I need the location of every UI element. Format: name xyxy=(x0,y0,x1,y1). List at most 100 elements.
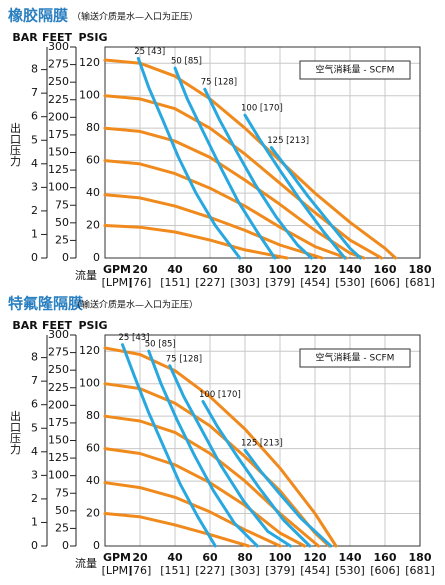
curve xyxy=(173,66,277,260)
curve xyxy=(103,382,331,548)
bar-tick-label: 2 xyxy=(31,492,38,505)
x-tick-label: 140 xyxy=(339,263,362,276)
bar-tick-label: 1 xyxy=(31,515,38,528)
feet-tick-label: 25 xyxy=(55,233,69,246)
bar-tick-label: 5 xyxy=(31,421,38,434)
x-tick-label: 100 xyxy=(269,263,292,276)
bar-tick-label: 0 xyxy=(31,539,38,552)
axis-header: PSIG xyxy=(78,319,107,332)
feet-tick-label: 300 xyxy=(48,40,69,53)
curve-label: 25 [43] xyxy=(134,47,165,57)
curve xyxy=(136,56,242,260)
curve xyxy=(103,126,366,260)
axis-header: FEET xyxy=(42,319,73,332)
chart-title: 特氟隆隔膜 xyxy=(8,295,83,313)
curve-label: 50 [85] xyxy=(171,57,202,67)
x-tick-label: 40 xyxy=(167,551,183,564)
x-tick-label: 120 xyxy=(304,263,327,276)
x-tick-label-lpm: [151] xyxy=(160,564,190,577)
bar-tick-label: 1 xyxy=(31,227,38,240)
x-axis-label: 流量 xyxy=(75,556,97,570)
y-tick-label: 20 xyxy=(86,219,100,232)
bar-tick-label: 6 xyxy=(31,110,38,123)
legend-box xyxy=(299,60,411,80)
bar-tick-label: 4 xyxy=(31,445,38,458)
x-tick-label: 180 xyxy=(409,551,432,564)
bar-tick-label: 3 xyxy=(31,468,38,481)
feet-tick-label: 150 xyxy=(48,434,69,447)
y-tick-label: 80 xyxy=(86,409,100,422)
x-unit2: [LPM] xyxy=(102,276,133,289)
feet-tick-label: 25 xyxy=(55,521,69,534)
curve-label: 125 [213] xyxy=(267,136,309,146)
x-tick-label-lpm: [606] xyxy=(370,564,400,577)
y-axis-label: 出口压力 xyxy=(9,121,22,166)
feet-tick-label: 200 xyxy=(48,110,69,123)
y-tick-label: 40 xyxy=(86,474,100,487)
curve-label: 125 [213] xyxy=(241,439,283,449)
feet-tick-label: 50 xyxy=(55,216,69,229)
feet-tick-label: 275 xyxy=(48,346,69,359)
curve xyxy=(243,448,333,548)
y-tick-label: 60 xyxy=(86,442,100,455)
feet-tick-label: 225 xyxy=(48,93,69,106)
feet-tick-label: 100 xyxy=(48,181,69,194)
curve xyxy=(103,94,383,260)
x-tick-label-lpm: [303] xyxy=(230,276,260,289)
curve xyxy=(201,400,312,548)
bar-tick-label: 0 xyxy=(31,251,38,264)
curve-label: 100 [170] xyxy=(241,104,283,114)
x-tick-label-lpm: [303] xyxy=(230,564,260,577)
feet-tick-label: 0 xyxy=(62,251,69,264)
x-tick-label: 80 xyxy=(237,551,253,564)
bar-tick-label: 2 xyxy=(31,204,38,217)
x-tick-label-lpm: [454] xyxy=(300,276,330,289)
x-tick-label-lpm: [530] xyxy=(335,564,365,577)
axis-header: BAR xyxy=(12,31,38,44)
x-tick-label-lpm: [379] xyxy=(265,564,295,577)
curve xyxy=(168,364,292,548)
legend-box xyxy=(299,348,411,368)
feet-tick-label: 300 xyxy=(48,328,69,341)
bar-tick-label: 6 xyxy=(31,398,38,411)
feet-tick-label: 175 xyxy=(48,416,69,429)
x-tick-label-lpm: [76] xyxy=(129,276,152,289)
axis-header: FEET xyxy=(42,31,73,44)
axis-header: PSIG xyxy=(78,31,107,44)
x-tick-label-lpm: [530] xyxy=(335,276,365,289)
x-tick-label: 20 xyxy=(132,263,148,276)
curve xyxy=(103,224,289,260)
plot-frame xyxy=(104,46,421,259)
feet-tick-label: 175 xyxy=(48,128,69,141)
y-tick-label: 120 xyxy=(79,56,100,69)
x-unit: GPM xyxy=(103,263,131,276)
axis-header: BAR xyxy=(12,319,38,332)
x-tick-label: 60 xyxy=(202,551,218,564)
feet-tick-label: 125 xyxy=(48,451,69,464)
bar-tick-label: 7 xyxy=(31,86,38,99)
x-tick-label-lpm: [227] xyxy=(195,564,225,577)
curve xyxy=(103,512,250,548)
y-axis-label: 出口压力 xyxy=(9,409,22,454)
x-tick-label: 60 xyxy=(202,263,218,276)
curve xyxy=(243,113,347,260)
x-tick-label-lpm: [606] xyxy=(370,276,400,289)
legend-text: 空气消耗量 - SCFM xyxy=(316,352,395,364)
bar-tick-label: 5 xyxy=(31,133,38,146)
x-tick-label: 80 xyxy=(237,263,253,276)
x-tick-label-lpm: [379] xyxy=(265,276,295,289)
x-tick-label-lpm: [681] xyxy=(405,276,435,289)
feet-tick-label: 150 xyxy=(48,146,69,159)
plot-frame xyxy=(104,334,421,547)
feet-tick-label: 75 xyxy=(55,486,69,499)
feet-tick-label: 225 xyxy=(48,381,69,394)
y-tick-label: 100 xyxy=(79,377,100,390)
x-tick-label-lpm: [681] xyxy=(405,564,435,577)
y-tick-label: 0 xyxy=(93,539,100,552)
bar-tick-label: 8 xyxy=(31,351,38,364)
feet-tick-label: 0 xyxy=(62,539,69,552)
curve xyxy=(121,343,217,548)
x-tick-label-lpm: [76] xyxy=(129,564,152,577)
feet-tick-label: 200 xyxy=(48,398,69,411)
